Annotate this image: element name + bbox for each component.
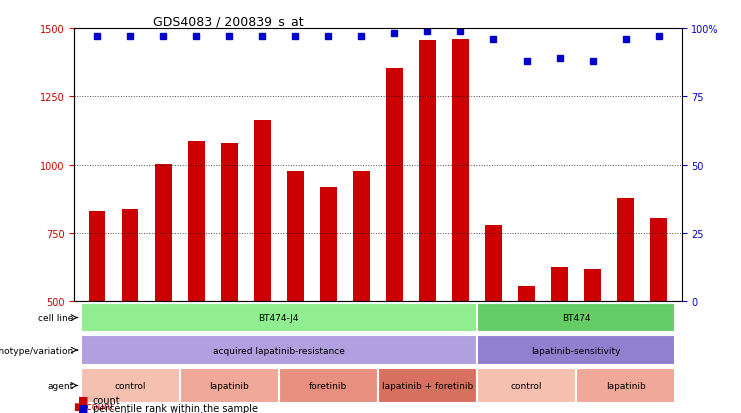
- Bar: [188, 142, 205, 301]
- FancyBboxPatch shape: [81, 336, 477, 365]
- Bar: [419, 41, 436, 301]
- Text: foretinib: foretinib: [309, 381, 348, 390]
- Bar: [518, 286, 535, 301]
- Bar: [452, 40, 469, 301]
- Text: lapatinib: lapatinib: [210, 381, 249, 390]
- Bar: [122, 209, 139, 301]
- Text: agent: agent: [47, 381, 73, 390]
- Text: BT474-J4: BT474-J4: [259, 313, 299, 322]
- Text: lapatinib: lapatinib: [605, 381, 645, 390]
- Bar: [287, 172, 304, 301]
- FancyBboxPatch shape: [576, 368, 675, 403]
- FancyBboxPatch shape: [81, 368, 180, 403]
- Bar: [485, 225, 502, 301]
- FancyBboxPatch shape: [81, 303, 477, 332]
- Text: control: control: [511, 381, 542, 390]
- Text: ■: ■: [78, 403, 88, 413]
- Text: lapatinib + foretinib: lapatinib + foretinib: [382, 381, 473, 390]
- Bar: [386, 69, 402, 301]
- Bar: [254, 121, 270, 301]
- Text: ■: ■: [78, 395, 88, 405]
- Text: cell line: cell line: [38, 313, 73, 322]
- FancyBboxPatch shape: [180, 368, 279, 403]
- Bar: [617, 199, 634, 301]
- Text: lapatinib-sensitivity: lapatinib-sensitivity: [531, 346, 621, 355]
- Text: acquired lapatinib-resistance: acquired lapatinib-resistance: [213, 346, 345, 355]
- FancyBboxPatch shape: [279, 368, 378, 403]
- Bar: [353, 172, 370, 301]
- Bar: [89, 211, 105, 301]
- Bar: [221, 144, 238, 301]
- Text: control: control: [115, 381, 146, 390]
- Bar: [651, 218, 667, 301]
- Text: genotype/variation: genotype/variation: [0, 346, 73, 355]
- Text: ■ count: ■ count: [74, 401, 114, 411]
- Text: BT474: BT474: [562, 313, 591, 322]
- Bar: [551, 268, 568, 301]
- Bar: [585, 269, 601, 301]
- Bar: [320, 187, 336, 301]
- FancyBboxPatch shape: [477, 336, 675, 365]
- Bar: [155, 165, 171, 301]
- FancyBboxPatch shape: [378, 368, 477, 403]
- Text: GDS4083 / 200839_s_at: GDS4083 / 200839_s_at: [153, 15, 304, 28]
- Text: count: count: [93, 395, 120, 405]
- FancyBboxPatch shape: [477, 303, 675, 332]
- Text: percentile rank within the sample: percentile rank within the sample: [93, 403, 258, 413]
- Text: ■ percentile rank within the sample: ■ percentile rank within the sample: [74, 411, 251, 413]
- FancyBboxPatch shape: [477, 368, 576, 403]
